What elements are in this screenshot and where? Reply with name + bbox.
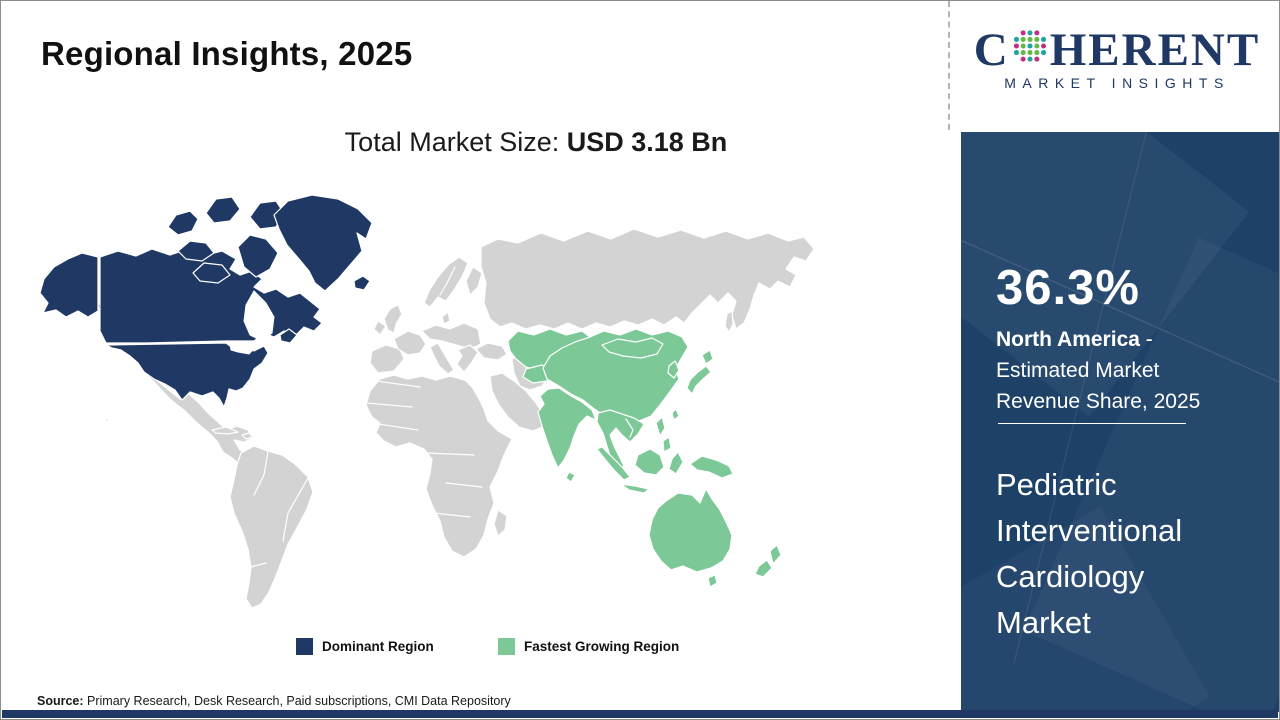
island-newfoundland [279,328,298,344]
hudson-bay [243,290,275,342]
market-share-description: North America - Estimated Market Revenue… [996,324,1248,417]
market-name: Pediatric Interventional Cardiology Mark… [996,467,1183,640]
nz-south-island [754,559,773,578]
brand-wordmark: C HERENT [969,27,1265,74]
island-hispaniola [241,432,254,440]
island-tasmania [707,574,718,588]
island-honshu [686,365,712,395]
island-hawaii [105,418,109,422]
fastest-region-swatch [498,638,515,655]
total-market-size: Total Market Size: USD 3.18 Bn [126,127,946,158]
fastest-region-label: Fastest Growing Region [524,639,680,654]
region-scandinavia [423,256,469,308]
island-java [620,483,650,494]
country-turkey [475,342,508,361]
region-north-america [39,194,373,408]
arctic-island-4 [177,240,215,262]
state-alaska [39,252,99,318]
brand-logo: C HERENT MARKET INSIGHTS [969,27,1265,92]
country-sri-lanka [565,471,576,483]
south-america-borders [250,451,309,568]
island-cuba [211,426,239,435]
brand-tagline: MARKET INSIGHTS [1004,75,1230,91]
country-china [542,328,689,422]
island-baffin [237,234,279,278]
country-korea [667,360,680,379]
great-lakes [229,343,254,355]
dominant-region-swatch [296,638,313,655]
total-market-size-label: Total Market Size: [344,127,567,157]
country-finland [465,266,483,296]
market-share-region: North America [996,328,1140,351]
dashed-separator [948,1,950,130]
market-share-suffix: - Estimated Market Revenue Share, 2025 [996,328,1201,413]
region-rest-of-world [105,228,815,609]
country-russia [480,228,815,330]
country-ireland [373,320,387,336]
island-madagascar [493,509,508,537]
island-hokkaido [701,349,714,365]
continent-africa [365,374,513,558]
island-taiwan [671,408,680,421]
brand-letter-c: C [973,24,1010,76]
market-share-value: 36.3% [996,261,1140,315]
continent-south-america [229,445,314,609]
island-borneo [634,448,665,476]
source-text: Primary Research, Desk Research, Paid su… [83,694,511,708]
country-italy [429,342,455,375]
country-france [393,330,427,356]
globe-dots-icon [1012,28,1048,69]
sidebar-divider [998,423,1186,424]
country-usa [105,342,269,408]
legend-item-dominant: Dominant Region [296,638,434,655]
source-label: Source: [37,694,84,708]
country-iceland [353,275,371,291]
footer-bar [2,710,1278,718]
country-greenland [273,194,373,292]
country-australia [648,488,733,573]
country-india [537,387,597,469]
scandinavia-border [439,266,456,296]
page-title: Regional Insights, 2025 [41,35,413,72]
arctic-island-2 [205,196,241,224]
dominant-region-label: Dominant Region [322,639,434,654]
region-asia-pacific [507,328,782,588]
country-uk [383,304,403,334]
world-map [39,194,815,609]
island-new-guinea [689,455,734,479]
island-sakhalin [724,310,734,333]
region-balkans-greece [456,344,479,373]
region-southeast-asia [596,409,645,471]
island-victoria [192,262,231,284]
region-central-europe [421,322,482,350]
country-denmark [441,311,451,325]
mongolia-border [601,337,664,359]
island-luzon [655,416,666,437]
indochina-border [625,418,634,438]
arctic-island-1 [167,210,199,236]
country-iberia [369,344,405,374]
source-line: Source: Primary Research, Desk Research,… [37,694,511,708]
stats-sidebar: 36.3% North America - Estimated Market R… [961,132,1279,712]
island-mindanao [662,436,672,453]
legend-item-fastest: Fastest Growing Region [498,638,679,655]
island-sulawesi [668,451,684,475]
nz-north-island [769,544,782,565]
brand-letters-herent: HERENT [1049,24,1261,76]
island-sumatra [596,446,631,481]
total-market-size-value: USD 3.18 Bn [566,127,728,157]
africa-borders [365,380,483,518]
